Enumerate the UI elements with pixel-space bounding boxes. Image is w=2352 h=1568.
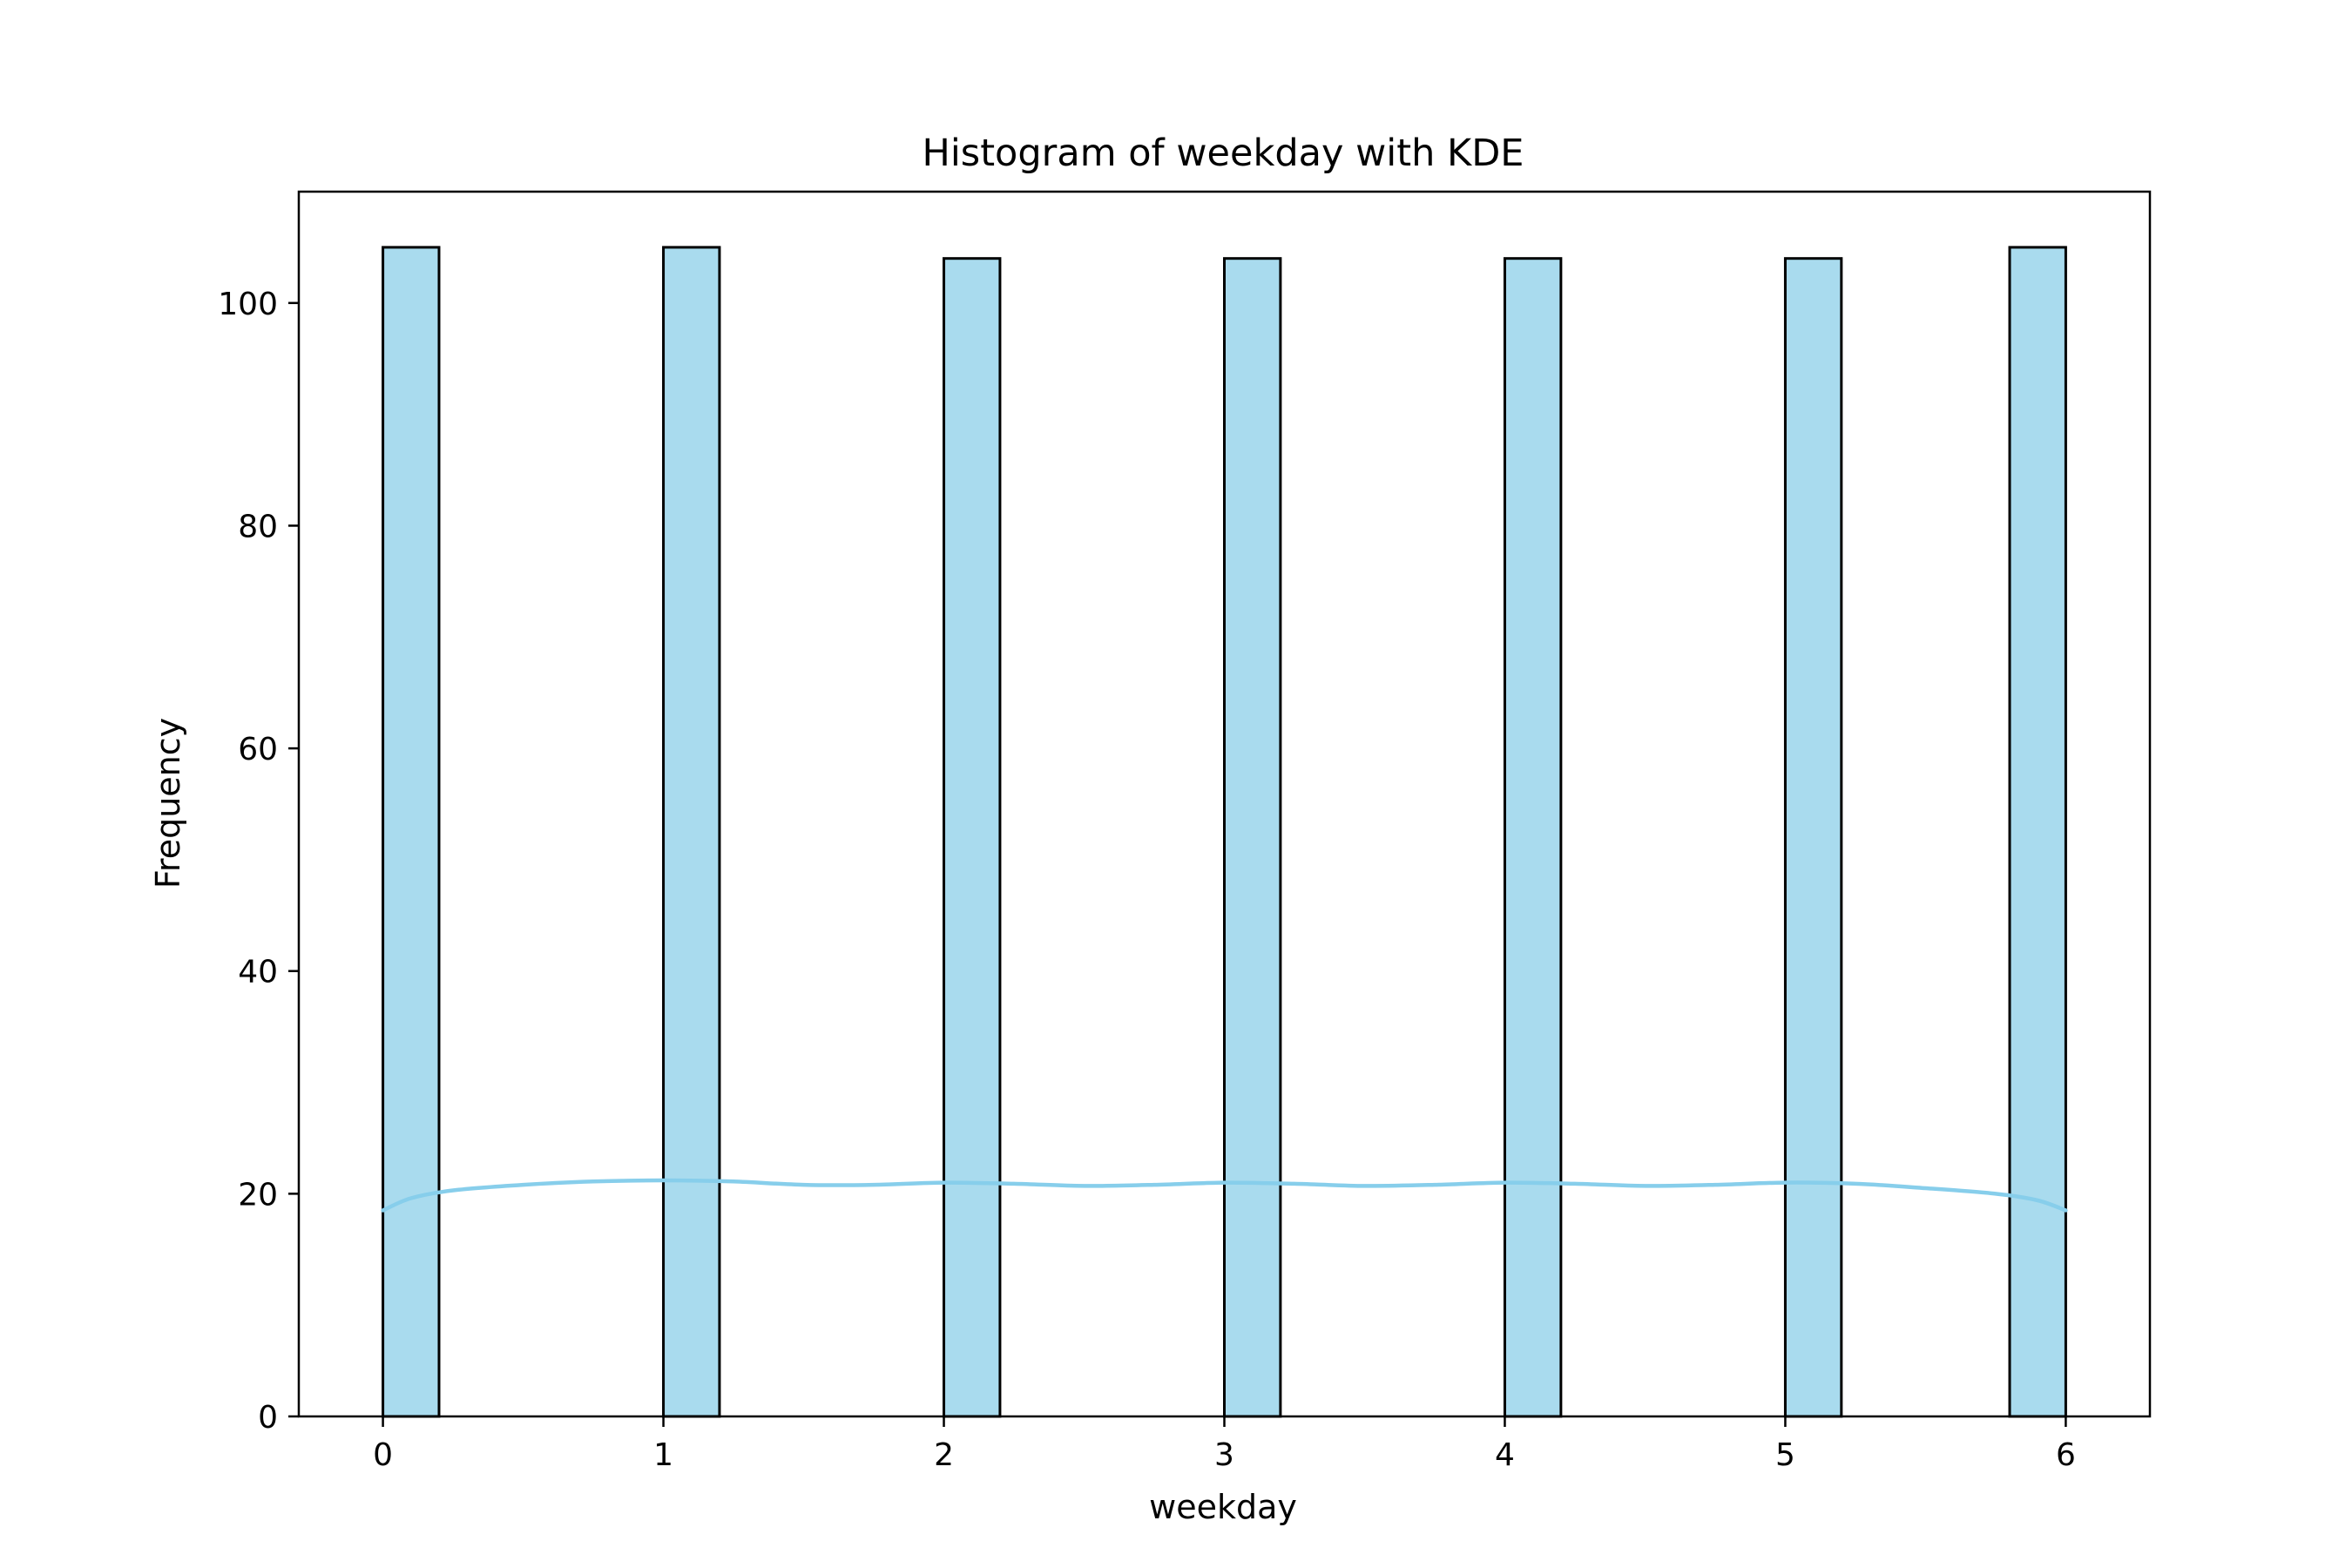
x-tick-label-4: 4 <box>1495 1437 1515 1473</box>
x-tick-label-2: 2 <box>934 1437 954 1473</box>
histogram-bar-5 <box>1783 257 1843 1418</box>
chart-title: Histogram of weekday with KDE <box>923 132 1524 175</box>
x-tick-label-3: 3 <box>1214 1437 1234 1473</box>
histogram-bar-6 <box>2008 246 2067 1418</box>
y-tick-label-100: 100 <box>218 287 278 322</box>
x-tick-label-0: 0 <box>373 1437 393 1473</box>
y-tick-label-20: 20 <box>238 1177 278 1213</box>
y-tick-label-80: 80 <box>238 509 278 544</box>
y-tick-label-60: 60 <box>238 732 278 767</box>
x-axis-label: weekday <box>1149 1488 1297 1526</box>
y-tick-label-0: 0 <box>258 1400 278 1436</box>
kde-curve <box>381 1178 2068 1213</box>
histogram-bar-3 <box>1223 257 1282 1418</box>
y-axis-ticks: 0 20 40 60 80 100 <box>218 287 299 1436</box>
histogram-bar-0 <box>382 246 441 1418</box>
y-axis-label: Frequency <box>149 718 187 889</box>
histogram-bar-4 <box>1503 257 1563 1418</box>
y-tick-label-40: 40 <box>238 955 278 990</box>
x-tick-label-6: 6 <box>2056 1437 2076 1473</box>
x-axis-ticks: 0 1 2 3 4 5 6 <box>373 1416 2076 1473</box>
x-tick-label-5: 5 <box>1775 1437 1795 1473</box>
histogram-bar-2 <box>943 257 1002 1418</box>
histogram-bar-1 <box>662 246 721 1418</box>
bars-layer <box>382 246 2067 1418</box>
x-tick-label-1: 1 <box>653 1437 673 1473</box>
